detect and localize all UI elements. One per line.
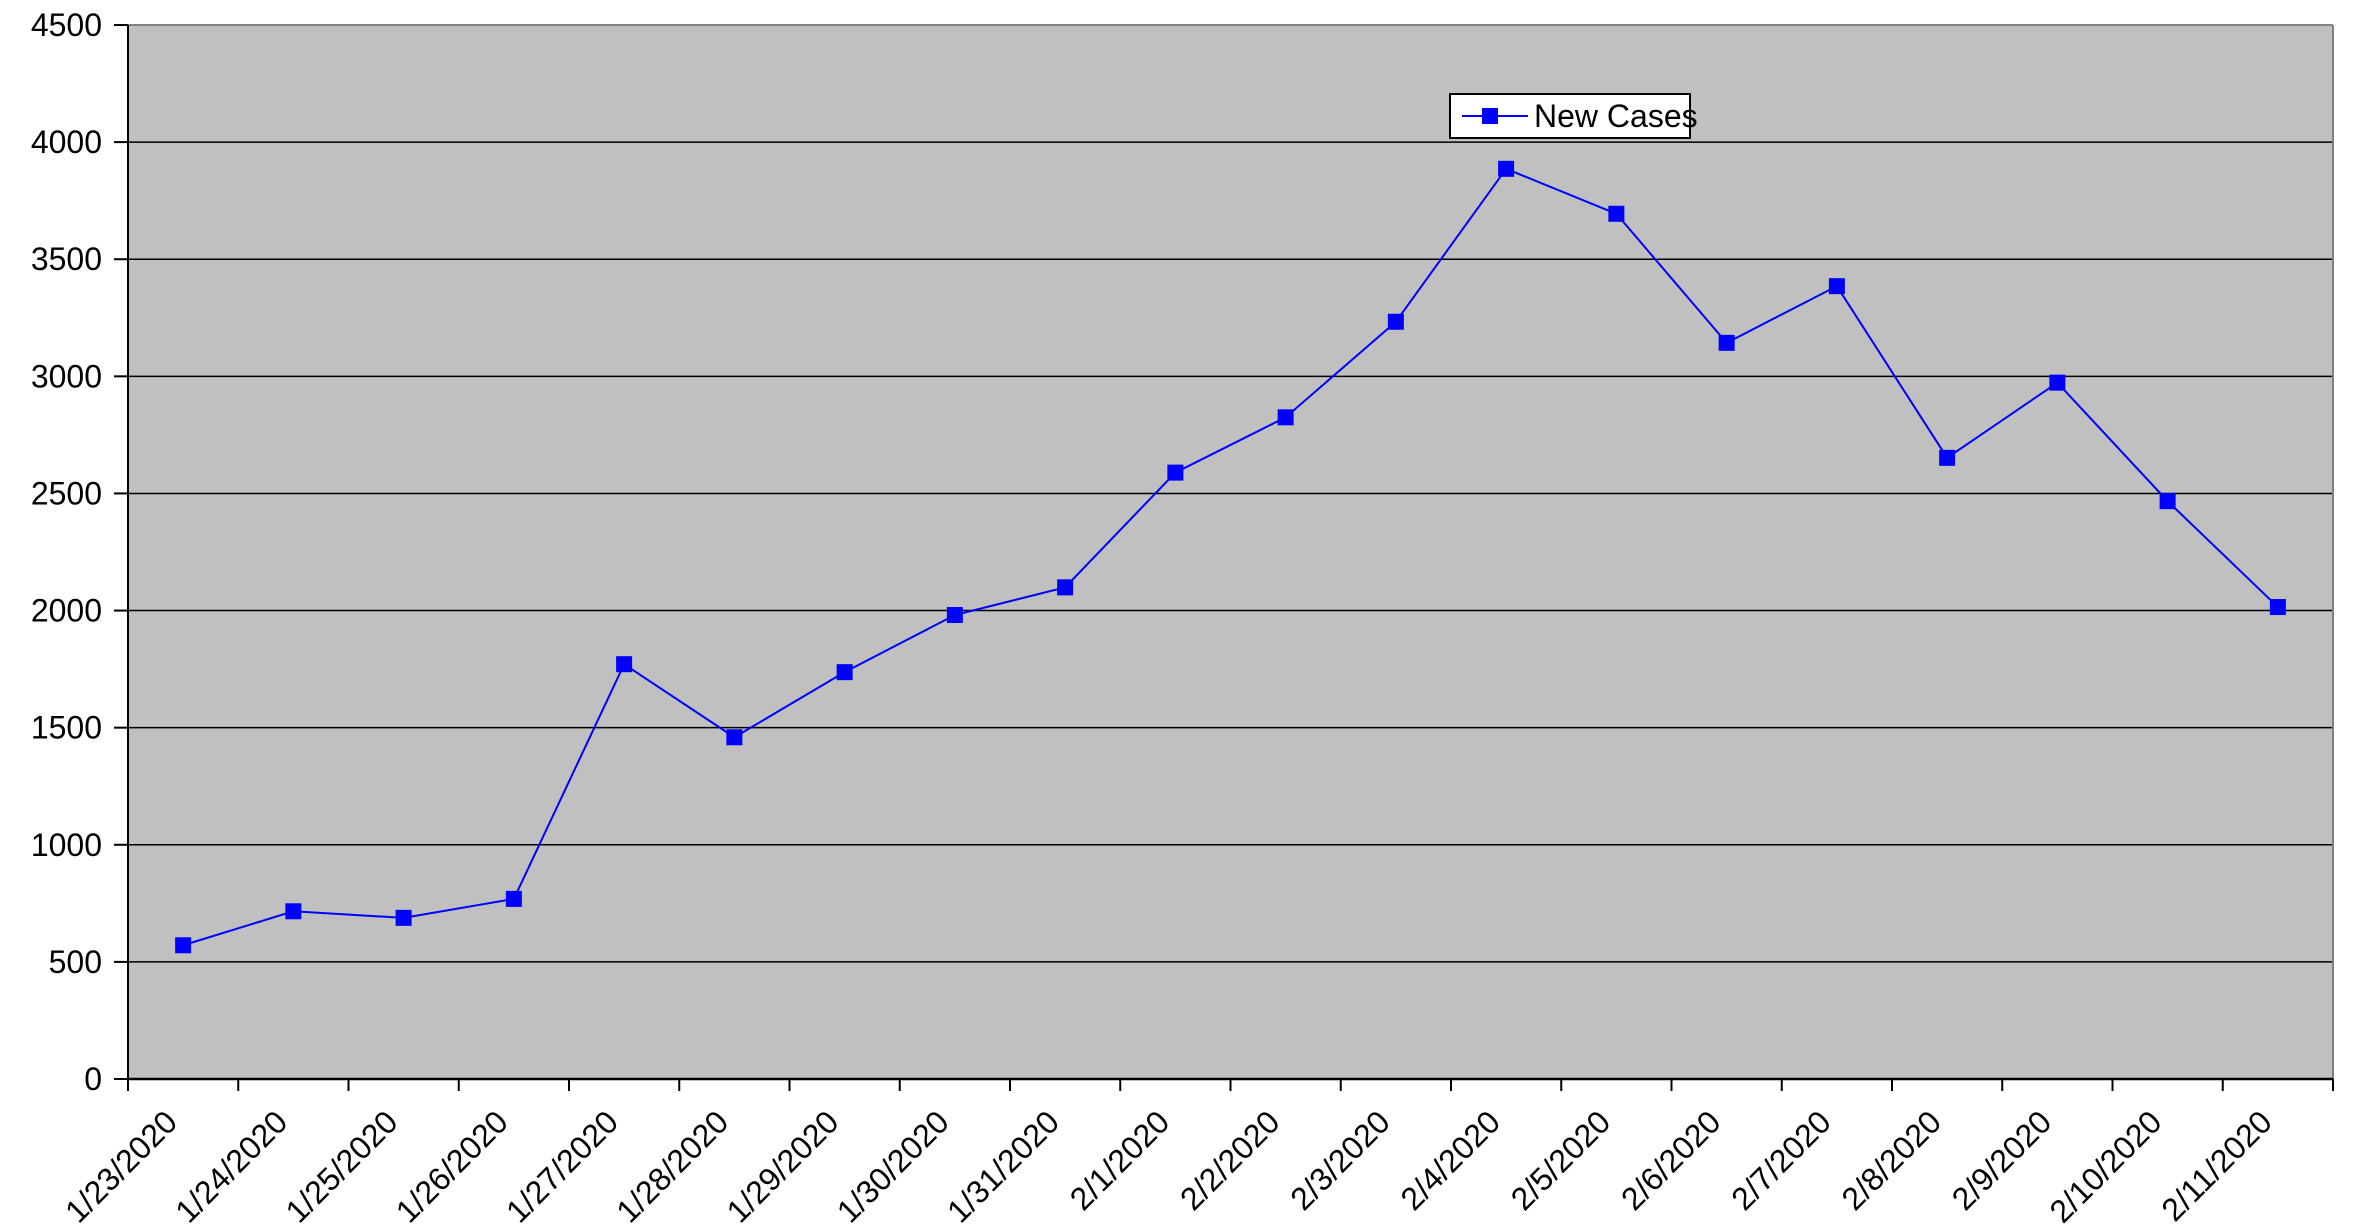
plot-frame (127, 24, 2334, 1081)
data-point-marker (175, 937, 192, 954)
data-point-marker (1387, 313, 1404, 330)
y-axis-label: 4500 (31, 7, 102, 43)
x-axis-label: 2/7/2020 (1724, 1103, 1838, 1217)
data-point-marker (836, 664, 853, 681)
x-axis-label: 1/24/2020 (168, 1103, 294, 1229)
x-axis-label: 1/31/2020 (940, 1103, 1066, 1229)
x-axis-label: 2/8/2020 (1835, 1103, 1949, 1217)
series-markers (175, 160, 2286, 954)
legend: New Cases (1449, 93, 1698, 139)
data-point-marker (1498, 160, 1515, 177)
x-axis-label: 1/23/2020 (58, 1103, 184, 1229)
data-point-marker (1939, 449, 1956, 466)
data-point-marker (2159, 493, 2176, 510)
x-axis-label: 2/6/2020 (1614, 1103, 1728, 1217)
y-axis-label: 3000 (31, 358, 102, 394)
legend-marker-icon (1482, 108, 1498, 124)
y-axis-label: 2500 (31, 475, 102, 511)
x-axis-label: 1/26/2020 (389, 1103, 515, 1229)
data-point-marker (1718, 334, 1735, 351)
x-axis-label: 2/11/2020 (2154, 1103, 2278, 1227)
series-line (182, 167, 2279, 947)
data-point-marker (1277, 409, 1294, 426)
data-point-marker (946, 607, 963, 624)
y-axis-label: 3500 (31, 241, 102, 277)
y-gridlines (128, 141, 2333, 963)
series-new-cases (175, 160, 2286, 954)
y-axis-label: 4000 (31, 124, 102, 160)
data-point-marker (616, 656, 633, 673)
data-point-marker (2049, 374, 2066, 391)
y-axis-label: 500 (49, 944, 102, 980)
data-point-marker (2269, 599, 2286, 616)
x-axis-label: 2/1/2020 (1063, 1103, 1177, 1217)
x-axis-label: 1/30/2020 (830, 1103, 956, 1229)
x-axis-label: 1/25/2020 (278, 1103, 404, 1229)
y-axis-ticks (114, 24, 128, 1080)
legend-label: New Cases (1534, 98, 1698, 134)
data-point-marker (1167, 464, 1184, 481)
y-axis-label: 1000 (31, 827, 102, 863)
data-point-marker (505, 890, 522, 907)
data-point-marker (395, 909, 412, 926)
x-axis-label: 1/27/2020 (499, 1103, 625, 1229)
y-axis-label: 1500 (31, 710, 102, 746)
x-axis-label: 1/29/2020 (719, 1103, 845, 1229)
data-point-marker (1608, 205, 1625, 222)
plot-area (128, 25, 2333, 1079)
data-point-marker (1057, 579, 1074, 596)
data-point-marker (1828, 278, 1845, 295)
x-axis-label: 2/10/2020 (2042, 1103, 2168, 1229)
x-axis-ticks (127, 1079, 2334, 1091)
y-axis-label: 0 (84, 1061, 102, 1097)
data-point-marker (285, 903, 302, 920)
x-axis-label: 2/4/2020 (1394, 1103, 1508, 1217)
x-axis-label: 2/3/2020 (1283, 1103, 1397, 1217)
y-axis-label: 2000 (31, 593, 102, 629)
y-axis-labels: 0 500 1000 1500 2000 2500 3000 3500 4000 4500 (31, 7, 102, 1097)
x-axis-label: 2/2/2020 (1173, 1103, 1287, 1217)
x-axis-label: 2/5/2020 (1504, 1103, 1618, 1217)
x-axis-labels: 1/23/20201/24/20201/25/20201/26/20201/27… (58, 1103, 2279, 1229)
x-axis-label: 2/9/2020 (1945, 1103, 2059, 1217)
data-point-marker (726, 729, 743, 746)
x-axis-label: 1/28/2020 (609, 1103, 735, 1229)
